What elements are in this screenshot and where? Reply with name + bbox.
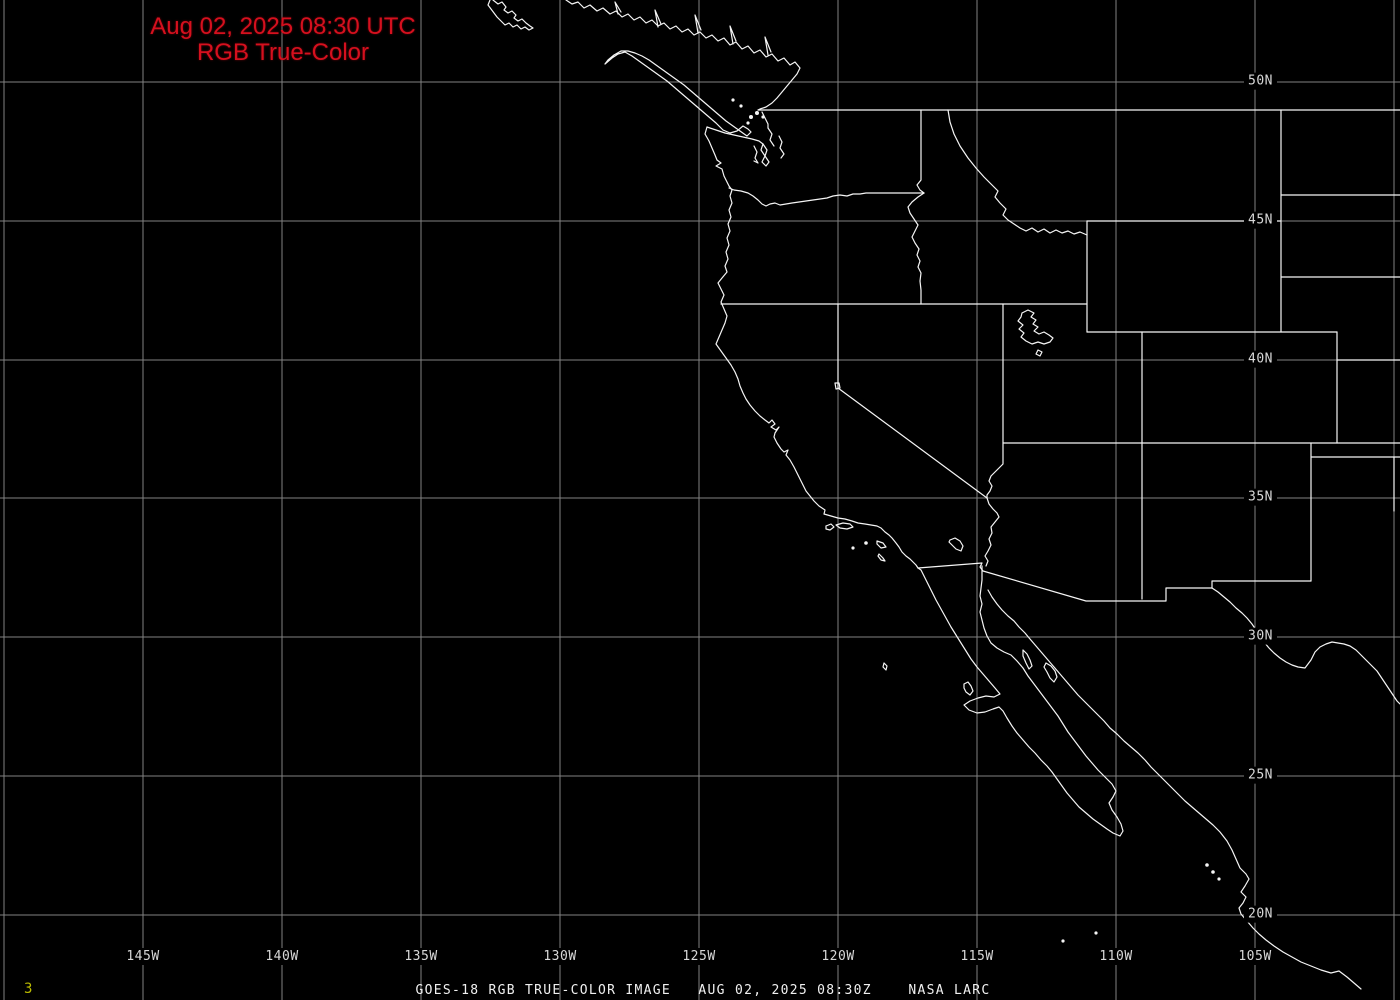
image-caption: GOES-18 RGB TRUE-COLOR IMAGE AUG 02, 202… [415, 983, 991, 998]
cedros-island [963, 681, 974, 696]
lat-label-30N: 30N [1244, 627, 1277, 645]
state-borders [720, 109, 1400, 600]
lat-label-25N: 25N [1244, 766, 1277, 784]
lake-tahoe [834, 382, 841, 390]
lon-label-145W: 145W [122, 948, 164, 965]
salton-sea [948, 537, 964, 552]
islands [731, 98, 1221, 943]
lon-label-105W: 105W [1234, 948, 1276, 965]
utah-lake [1035, 349, 1043, 357]
frame-number: 3 [24, 981, 33, 997]
lat-label-35N: 35N [1244, 488, 1277, 506]
us-mexico-border [917, 562, 1400, 705]
lat-label-20N: 20N [1244, 905, 1277, 923]
lon-label-115W: 115W [956, 948, 998, 965]
lon-label-130W: 130W [539, 948, 581, 965]
image-title: Aug 02, 2025 08:30 UTC RGB True-Color [150, 14, 416, 66]
angel-de-la-guarda-island [1022, 649, 1033, 670]
lakes [834, 309, 1054, 552]
lat-label-40N: 40N [1244, 350, 1277, 368]
tiburon-island [1043, 662, 1058, 683]
lat-label-50N: 50N [1244, 72, 1277, 90]
lon-label-110W: 110W [1095, 948, 1137, 965]
lon-label-125W: 125W [678, 948, 720, 965]
title-product: RGB True-Color [196, 39, 370, 66]
guadalupe-island [882, 662, 888, 671]
lat-label-45N: 45N [1244, 211, 1277, 229]
lon-label-135W: 135W [400, 948, 442, 965]
coastlines [487, 0, 1362, 990]
lon-label-140W: 140W [261, 948, 303, 965]
lon-label-120W: 120W [817, 948, 859, 965]
rio-grande-border [1211, 587, 1400, 705]
title-timestamp: Aug 02, 2025 08:30 UTC [150, 13, 416, 40]
great-salt-lake [1017, 309, 1054, 345]
